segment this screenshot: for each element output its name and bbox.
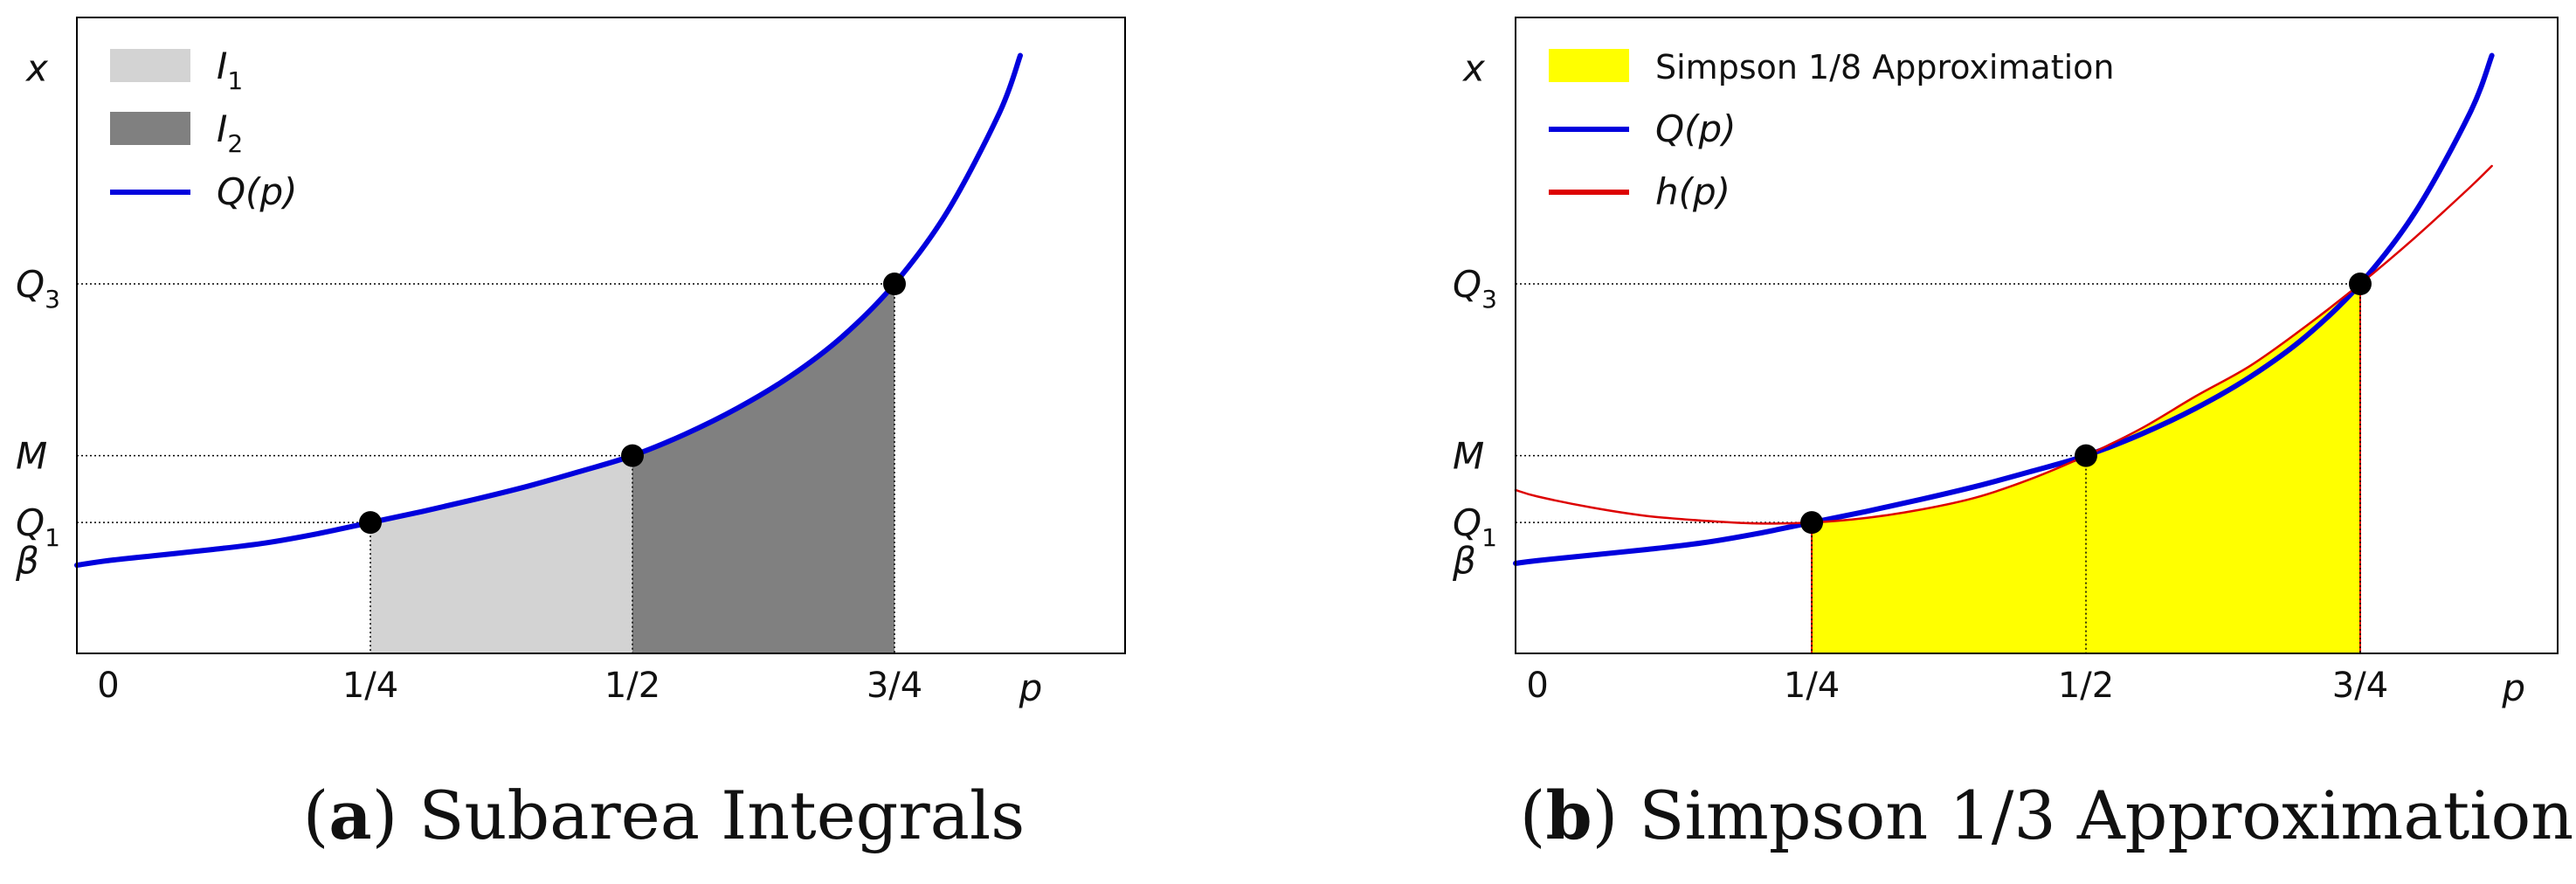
data-point (2348, 273, 2372, 296)
x-tick-label: 1/4 (342, 666, 398, 706)
legend-label: Simpson 1/8 Approximation (1655, 48, 2115, 86)
area-i2 (632, 284, 894, 653)
y-tick-label: M (16, 435, 47, 478)
data-point (1800, 511, 1824, 535)
chart-panel-right: 0 1/4 1/2 3/4 p βQ1 M Q3 x Simpson 1/8 Approximat… (1452, 17, 2573, 854)
x-tick-label: 3/4 (867, 666, 922, 706)
area-i1 (370, 455, 632, 653)
legend-swatch (110, 49, 190, 82)
legend-label: I2 (217, 107, 243, 158)
y-tick-label: β (1452, 540, 1476, 583)
series-line-qp (1513, 52, 2495, 566)
plot-frame (1515, 17, 2559, 654)
legend-label: Q(p) (1655, 107, 1737, 150)
x-axis-label: p (1019, 666, 1043, 709)
y-tick-label: β (15, 540, 39, 583)
data-point (2075, 444, 2098, 467)
x-tick-label: 1/2 (604, 666, 660, 706)
chart-panel-left: 0 1/4 1/2 3/4 p βQ1 M Q3 x I1 I2 Q(p) (a) Subarea In… (15, 17, 1126, 854)
x-tick-label: 1/4 (1784, 666, 1840, 706)
series-line-qp (74, 52, 1023, 569)
x-tick-label: 0 (1526, 666, 1548, 706)
x-axis-label: p (2501, 666, 2525, 709)
y-tick-label: Q1 (16, 501, 60, 552)
legend-swatch (1549, 49, 1629, 82)
data-point (621, 444, 644, 467)
x-tick-label: 3/4 (2332, 666, 2388, 706)
x-tick-label: 1/2 (2058, 666, 2114, 706)
y-tick-label: Q3 (1453, 263, 1497, 314)
y-tick-label: Q1 (1453, 501, 1497, 552)
legend-swatch (110, 112, 190, 145)
figure-caption: (a) Subarea Integrals (303, 777, 1026, 854)
data-point (883, 273, 906, 296)
y-tick-label: Q3 (16, 263, 60, 314)
area-simpson (1812, 284, 2360, 653)
plot-frame (76, 17, 1126, 654)
legend-label: h(p) (1655, 170, 1730, 213)
y-axis-label: x (1461, 46, 1486, 89)
legend-label: Q(p) (217, 170, 298, 213)
figure-caption: (b) Simpson 1/3 Approximation (1520, 777, 2573, 854)
legend-label: I1 (217, 45, 243, 95)
data-point (359, 511, 382, 535)
y-tick-label: M (1453, 435, 1484, 478)
x-tick-label: 0 (97, 666, 119, 706)
y-axis-label: x (24, 46, 49, 89)
